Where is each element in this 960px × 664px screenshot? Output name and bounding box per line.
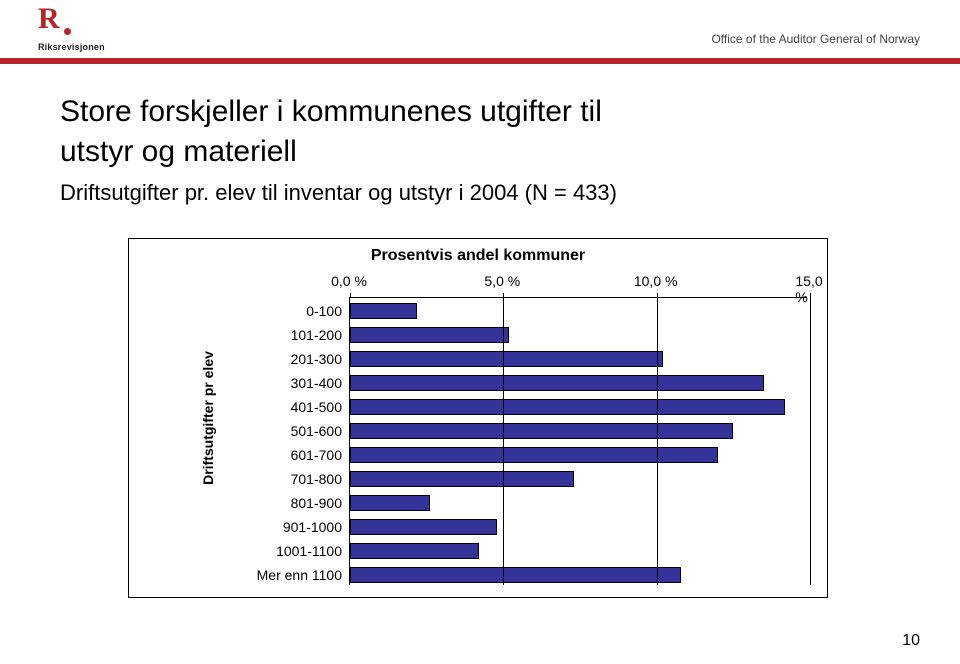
category-label: 901-1000 [283,519,342,535]
bar [350,495,430,511]
x-tick [657,293,658,298]
bar [350,519,497,535]
category-label: 101-200 [291,327,342,343]
chart-container: Prosentvis andel kommuner Driftsutgifter… [128,238,828,598]
x-tick [810,293,811,298]
x-tick-label: 10,0 % [634,273,678,289]
logo-dot-icon [64,28,71,35]
gridline [657,298,658,585]
x-axis-labels: 0,0 %5,0 %10,0 %15,0 % [349,273,807,293]
page-number: 10 [902,632,920,650]
bar [350,471,574,487]
gridline [503,298,504,585]
category-label: 701-800 [291,471,342,487]
bar [350,543,479,559]
y-axis-title: Driftsutgifter pr elev [200,351,216,485]
bar [350,303,417,319]
category-label: Mer enn 1100 [257,567,342,583]
category-label: 1001-1100 [276,543,342,559]
logo-letter: R [38,4,60,34]
bar [350,351,663,367]
title-line-1: Store forskjeller i kommunenes utgifter … [60,92,900,132]
bar [350,399,785,415]
title-line-2: utstyr og materiell [60,132,900,172]
bar [350,447,718,463]
title-block: Store forskjeller i kommunenes utgifter … [60,92,900,208]
category-label: 201-300 [291,351,342,367]
header: R Riksrevisjonen Office of the Auditor G… [0,0,960,64]
x-tick [503,293,504,298]
slide-page: R Riksrevisjonen Office of the Auditor G… [0,0,960,664]
bar [350,327,509,343]
office-text: Office of the Auditor General of Norway [711,32,920,46]
category-label: 0-100 [306,303,342,319]
subtitle: Driftsutgifter pr. elev til inventar og … [60,178,900,208]
x-tick-label: 5,0 % [484,273,520,289]
logo: R Riksrevisjonen [38,8,105,52]
category-label: 301-400 [291,375,342,391]
category-label: 401-500 [291,399,342,415]
category-label: 801-900 [291,495,342,511]
logo-text: Riksrevisjonen [38,42,105,52]
bars-group: 0-100101-200201-300301-400401-500501-600… [350,298,807,585]
x-tick [350,293,351,298]
x-tick-label: 0,0 % [331,273,367,289]
plot-area: 0-100101-200201-300301-400401-500501-600… [349,297,807,585]
bar [350,567,681,583]
chart-title: Prosentvis andel kommuner [371,247,585,264]
logo-r-icon: R [38,8,70,40]
category-label: 501-600 [291,423,342,439]
header-rule [0,58,960,64]
bar [350,423,733,439]
category-label: 601-700 [291,447,342,463]
gridline [810,298,811,585]
bar [350,375,764,391]
